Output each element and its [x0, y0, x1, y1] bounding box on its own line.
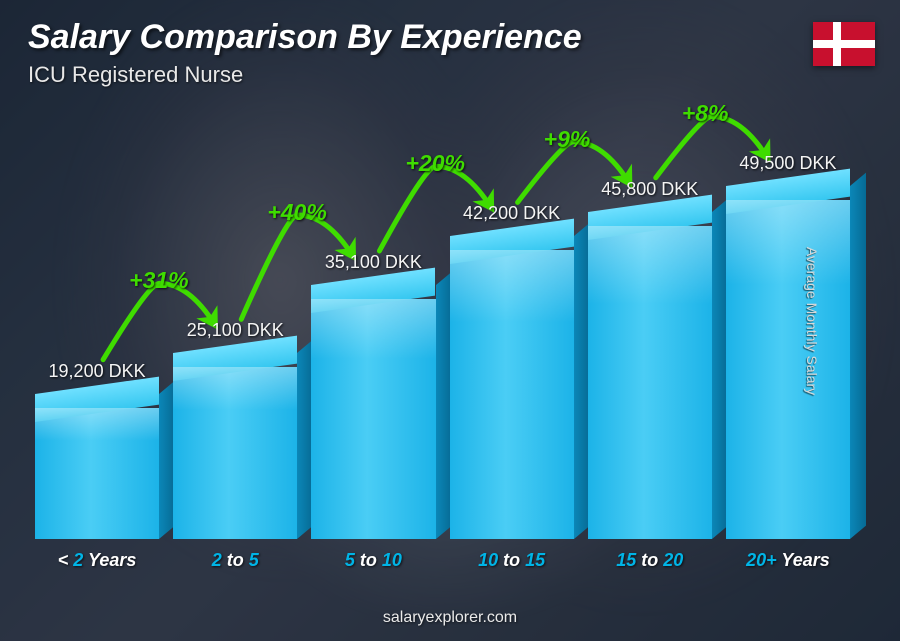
bar-wrap: 49,500 DKK [726, 105, 850, 539]
growth-pct-label: +8% [682, 100, 729, 127]
bar [726, 200, 850, 539]
page-subtitle: ICU Registered Nurse [28, 62, 243, 88]
bar-wrap: 45,800 DKK [588, 105, 712, 539]
growth-pct-label: +9% [544, 126, 591, 153]
bar-wrap: 19,200 DKK [35, 105, 159, 539]
y-axis-label: Average Monthly Salary [804, 246, 820, 394]
growth-pct-label: +40% [267, 199, 326, 226]
x-axis-label: 5 to 10 [311, 550, 435, 571]
x-axis-label: 15 to 20 [588, 550, 712, 571]
bar-value-label: 42,200 DKK [463, 203, 560, 224]
salary-chart: 19,200 DKK 25,100 DKK 35,100 DKK 42,200 DKK… [35, 105, 850, 571]
x-axis-label: < 2 Years [35, 550, 159, 571]
bar-value-label: 49,500 DKK [739, 153, 836, 174]
bar-value-label: 35,100 DKK [325, 252, 422, 273]
flag-icon [813, 22, 875, 66]
x-axis-label: 2 to 5 [173, 550, 297, 571]
bar-wrap: 25,100 DKK [173, 105, 297, 539]
x-axis-labels: < 2 Years 2 to 5 5 to 10 10 to 15 15 to 20 20… [35, 550, 850, 571]
x-axis-label: 20+ Years [726, 550, 850, 571]
bar-value-label: 25,100 DKK [187, 320, 284, 341]
growth-pct-label: +31% [129, 267, 188, 294]
page-title: Salary Comparison By Experience [28, 18, 582, 57]
bar [311, 299, 435, 539]
bar-value-label: 45,800 DKK [601, 179, 698, 200]
footer-source: salaryexplorer.com [0, 609, 900, 627]
bar [588, 226, 712, 539]
bar [173, 367, 297, 539]
bar-wrap: 42,200 DKK [450, 105, 574, 539]
bar-value-label: 19,200 DKK [49, 361, 146, 382]
bar [450, 250, 574, 539]
growth-pct-label: +20% [406, 150, 465, 177]
bar [35, 408, 159, 539]
x-axis-label: 10 to 15 [450, 550, 574, 571]
